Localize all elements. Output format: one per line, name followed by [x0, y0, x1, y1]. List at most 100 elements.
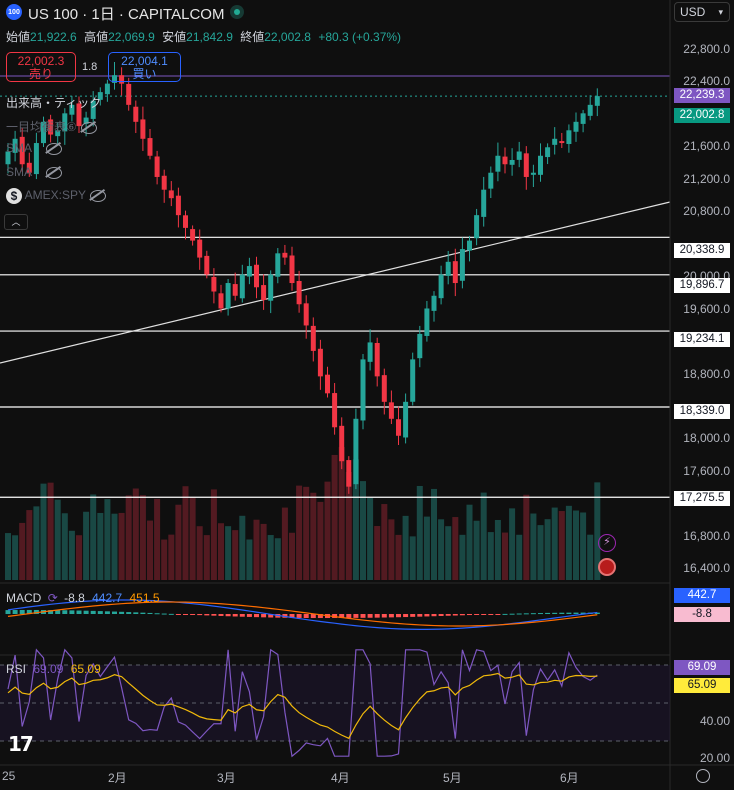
macd-histogram-bar	[5, 610, 11, 614]
hidden-eye-icon[interactable]	[80, 121, 97, 134]
indicator-spy[interactable]: $ AMEX:SPY	[6, 188, 107, 204]
macd-histogram-bar	[12, 610, 18, 614]
symbol-title[interactable]: US 100 · 1日 · CAPITALCOM	[28, 6, 225, 23]
macd-histogram-bar	[26, 609, 32, 614]
macd-histogram-bar	[481, 614, 487, 615]
candle-body	[474, 215, 480, 239]
macd-histogram-bar	[211, 614, 217, 616]
tradingview-logo[interactable]: 17	[8, 732, 34, 756]
macd-histogram-bar	[175, 614, 181, 615]
volume-bar	[416, 485, 423, 580]
candle-body	[41, 121, 46, 144]
price-tag-last: 22,002.8	[674, 108, 730, 123]
symbol-logo[interactable]: 100	[6, 4, 22, 20]
macd-histogram-bar	[523, 613, 529, 615]
refresh-icon[interactable]: ⟳	[47, 591, 58, 605]
candle-body	[431, 295, 437, 311]
price-tag-level: 20,338.9	[674, 243, 730, 258]
spread-value: 1.8	[82, 61, 98, 73]
volume-bar	[523, 494, 530, 580]
macd-histogram-bar	[367, 614, 373, 618]
macd-histogram-bar	[530, 613, 536, 615]
trend-line	[0, 201, 671, 364]
volume-bar	[452, 517, 459, 580]
collapse-legend-button[interactable]: ︿	[4, 214, 28, 230]
volume-bar	[246, 539, 253, 580]
macd-histogram-bar	[552, 612, 558, 614]
macd-histogram-bar	[48, 610, 54, 614]
candle-body	[573, 121, 579, 132]
macd-histogram-bar	[225, 614, 231, 617]
macd-histogram-bar	[502, 613, 508, 615]
macd-histogram-bar	[545, 612, 551, 614]
macd-histogram-bar	[104, 611, 110, 614]
macd-histogram-bar	[403, 614, 409, 618]
volume-bar	[54, 499, 61, 580]
indicator-sma-2[interactable]: SMA	[6, 165, 63, 179]
macd-histogram-bar	[147, 612, 153, 614]
volume-bar	[423, 516, 430, 580]
hidden-eye-icon[interactable]	[90, 190, 107, 202]
candle-body	[175, 195, 181, 216]
candle-body	[211, 276, 217, 292]
volume-bar	[97, 512, 104, 580]
macd-histogram-bar	[154, 613, 160, 615]
macd-histogram-bar	[431, 614, 437, 617]
macd-histogram-bar	[76, 610, 82, 614]
volume-bar	[530, 513, 537, 580]
volume-bar	[47, 482, 54, 580]
candle-body	[516, 151, 522, 160]
volume-bar	[303, 486, 310, 580]
price-tag-level: 17,275.5	[674, 491, 730, 506]
candle-body	[154, 156, 160, 177]
macd-histogram-bar	[417, 614, 423, 617]
macd-histogram-bar	[197, 614, 203, 616]
price-axis-label: 17,600.0	[683, 464, 730, 478]
macd-histogram-bar	[332, 614, 338, 618]
volume-bar	[175, 504, 182, 580]
candle-body	[495, 155, 501, 172]
macd-histogram-bar	[119, 611, 125, 614]
candle-body	[268, 274, 274, 301]
macd-histogram-bar	[289, 614, 295, 618]
macd-histogram-bar	[133, 612, 139, 614]
buy-price: 22,004.1	[121, 54, 168, 68]
candle-body	[69, 104, 75, 115]
volume-bar	[558, 511, 565, 580]
candle-body	[225, 283, 231, 309]
indicator-ichimoku[interactable]: 一目均衡表⑥	[6, 118, 97, 135]
candle-body	[325, 374, 330, 394]
macd-histogram-bar	[339, 614, 345, 618]
lightning-icon[interactable]: ⚡	[598, 534, 616, 552]
macd-histogram-bar	[346, 614, 352, 618]
price-tag-level: 19,896.7	[674, 278, 730, 293]
volume-bar	[516, 534, 523, 580]
indicator-volume[interactable]: 出来高・ティック	[6, 94, 101, 111]
hidden-eye-icon[interactable]	[46, 166, 63, 179]
volume-bar	[154, 498, 161, 580]
candle-body	[126, 83, 132, 105]
time-axis-label: 25	[2, 769, 16, 783]
market-status-icon[interactable]	[230, 5, 244, 19]
volume-bar	[459, 534, 466, 580]
currency-select[interactable]: USD ▾	[674, 2, 730, 22]
sell-button[interactable]: 22,002.3 売り	[6, 52, 76, 82]
candle-body	[353, 418, 359, 485]
hidden-eye-icon[interactable]	[46, 142, 63, 155]
volume-bar	[544, 519, 551, 580]
us-flag-event-icon[interactable]	[598, 558, 616, 576]
volume-bar	[360, 481, 366, 580]
indicator-sma-1[interactable]: SMA	[6, 141, 63, 155]
settings-gear-icon[interactable]	[696, 769, 710, 783]
rsi-label: RSI	[6, 662, 27, 676]
macd-histogram-bar	[239, 614, 245, 617]
macd-legend[interactable]: MACD ⟳ -8.8 442.7 451.5	[6, 591, 160, 605]
candle-body	[48, 119, 54, 135]
candle-body	[502, 156, 508, 165]
rsi-legend[interactable]: RSI 69.09 65.09	[6, 662, 101, 676]
candle-body	[190, 229, 196, 241]
volume-bar	[573, 510, 579, 580]
buy-button[interactable]: 22,004.1 買い	[108, 52, 181, 82]
low-value: 21,842.9	[186, 30, 233, 44]
